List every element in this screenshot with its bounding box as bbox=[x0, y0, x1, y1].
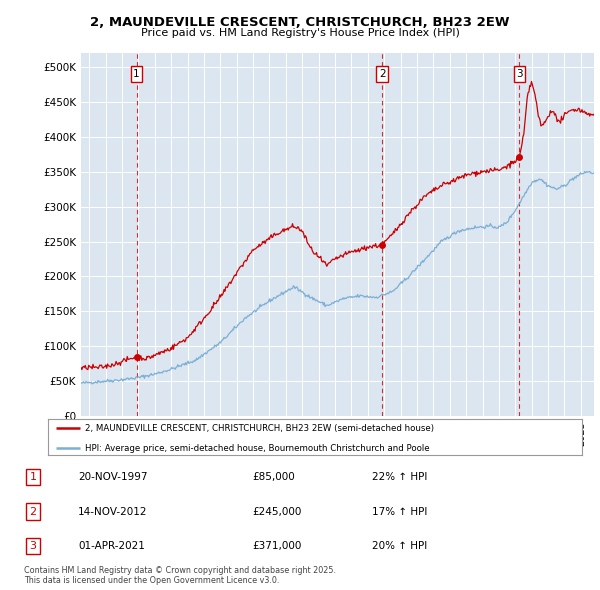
Text: 2, MAUNDEVILLE CRESCENT, CHRISTCHURCH, BH23 2EW: 2, MAUNDEVILLE CRESCENT, CHRISTCHURCH, B… bbox=[90, 16, 510, 29]
Text: Contains HM Land Registry data © Crown copyright and database right 2025.
This d: Contains HM Land Registry data © Crown c… bbox=[24, 566, 336, 585]
Text: 1: 1 bbox=[29, 473, 37, 482]
Text: 2: 2 bbox=[379, 69, 385, 79]
Text: 14-NOV-2012: 14-NOV-2012 bbox=[78, 507, 148, 516]
Text: £85,000: £85,000 bbox=[252, 473, 295, 482]
Text: 2: 2 bbox=[29, 507, 37, 516]
Text: 2, MAUNDEVILLE CRESCENT, CHRISTCHURCH, BH23 2EW (semi-detached house): 2, MAUNDEVILLE CRESCENT, CHRISTCHURCH, B… bbox=[85, 424, 434, 432]
Text: 17% ↑ HPI: 17% ↑ HPI bbox=[372, 507, 427, 516]
Text: £245,000: £245,000 bbox=[252, 507, 301, 516]
Text: 3: 3 bbox=[29, 541, 37, 550]
Text: £371,000: £371,000 bbox=[252, 541, 301, 550]
Text: Price paid vs. HM Land Registry's House Price Index (HPI): Price paid vs. HM Land Registry's House … bbox=[140, 28, 460, 38]
Text: 01-APR-2021: 01-APR-2021 bbox=[78, 541, 145, 550]
Text: 20-NOV-1997: 20-NOV-1997 bbox=[78, 473, 148, 482]
Text: HPI: Average price, semi-detached house, Bournemouth Christchurch and Poole: HPI: Average price, semi-detached house,… bbox=[85, 444, 430, 453]
Text: 22% ↑ HPI: 22% ↑ HPI bbox=[372, 473, 427, 482]
Text: 20% ↑ HPI: 20% ↑ HPI bbox=[372, 541, 427, 550]
Text: 3: 3 bbox=[516, 69, 523, 79]
Text: 1: 1 bbox=[133, 69, 140, 79]
